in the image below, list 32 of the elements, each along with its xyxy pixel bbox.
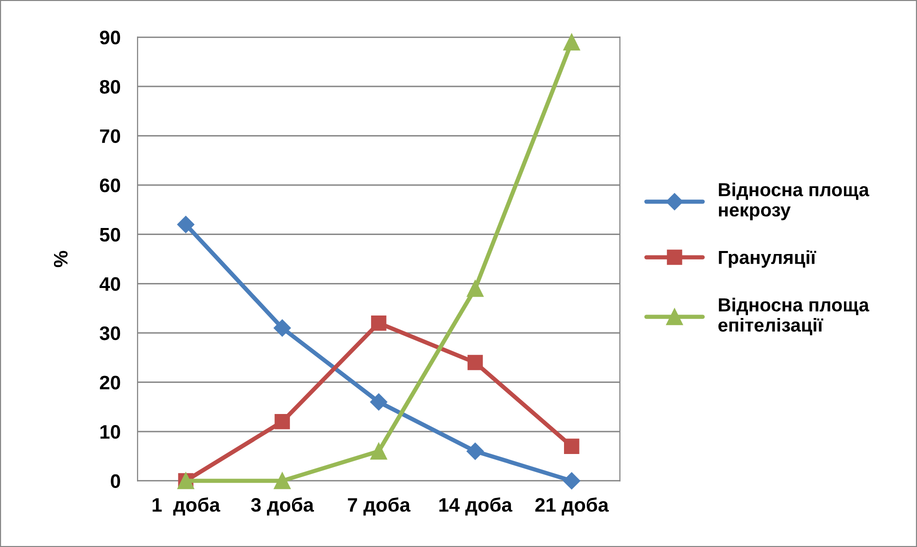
x-tick-label: 14 доба	[439, 497, 512, 516]
point	[370, 442, 388, 460]
point	[370, 393, 388, 410]
x-tick-label: 3 доба	[251, 497, 314, 516]
y-tick-label: 80	[100, 80, 120, 94]
y-tick-label: 90	[100, 30, 120, 44]
point	[371, 315, 386, 331]
y-tick-label: 50	[100, 228, 120, 242]
point	[563, 34, 580, 50]
legend-label: Відносна площа епітелізації	[718, 298, 870, 336]
y-tick-label: 0	[110, 474, 120, 488]
legend-label: Грануляції	[718, 250, 816, 268]
point	[274, 319, 291, 337]
y-tick-label: 30	[100, 326, 120, 340]
point	[468, 354, 483, 370]
y-tick-label: 20	[100, 376, 120, 390]
y-tick-label: 70	[100, 129, 120, 144]
point	[466, 280, 484, 297]
point	[563, 472, 580, 490]
point	[274, 414, 290, 430]
legend-label: Відносна площа некрозу	[718, 182, 870, 220]
point	[466, 442, 484, 460]
y-tick-label: 10	[100, 424, 120, 439]
x-tick-label: 21 доба	[535, 497, 609, 516]
point	[274, 472, 291, 490]
x-tick-label: 7 доба	[348, 497, 410, 516]
y-tick-label: 40	[100, 277, 120, 291]
x-tick-label: 1 доба	[152, 497, 220, 516]
point	[564, 438, 580, 454]
y-tick-label: 60	[100, 178, 120, 192]
y-axis-title: %	[54, 250, 68, 268]
point	[177, 216, 194, 234]
